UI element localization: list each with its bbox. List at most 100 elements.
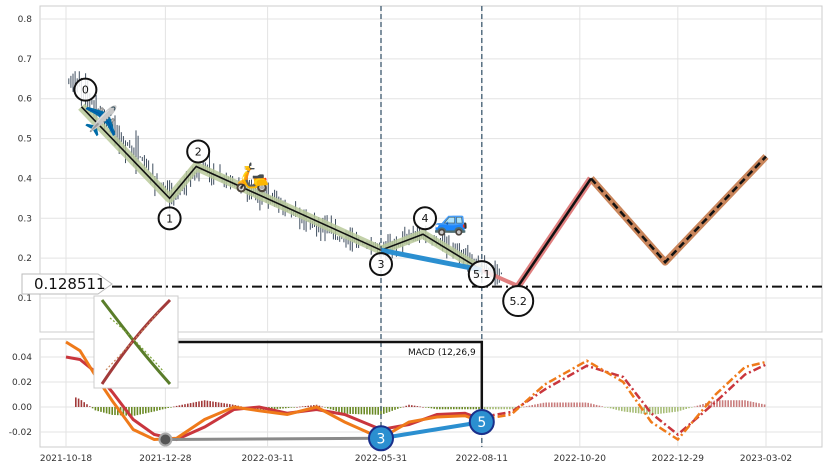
macd-histogram-bar [612, 407, 615, 410]
macd-histogram-bar [91, 407, 94, 409]
macd-histogram-bar [209, 401, 211, 407]
support-level-label: 0.128511 [34, 275, 106, 293]
projection-line-up [517, 177, 593, 287]
price-y-tick: 0.6 [18, 95, 33, 105]
macd-histogram-bar [469, 407, 472, 410]
macd-histogram-bar [329, 407, 332, 410]
macd-histogram-bar [567, 402, 570, 407]
macd-histogram-bar [525, 406, 528, 407]
macd-histogram-bar [545, 402, 547, 407]
wave-label-text: 2 [195, 145, 202, 158]
wave-label-circle [369, 252, 393, 277]
macd-histogram-bar [450, 407, 452, 410]
macd-histogram-bar [553, 402, 556, 407]
macd-histogram-bar [75, 397, 77, 407]
x-tick-label: 2021-12-28 [139, 454, 192, 464]
macd-histogram-bar [500, 407, 503, 410]
macd-histogram-bar [752, 402, 755, 407]
macd-histogram-bar [761, 403, 763, 407]
price-y-tick: 0.5 [18, 135, 32, 145]
macd-y-tick: 0.00 [12, 403, 32, 413]
macd-histogram-bar [436, 407, 438, 410]
macd-histogram-bar [635, 407, 637, 414]
macd-histogram-bar [646, 407, 648, 415]
macd-histogram-bar [413, 405, 416, 407]
macd-histogram-bar [391, 407, 393, 411]
macd-histogram-bar [201, 400, 203, 407]
wave-label-circle [467, 260, 496, 289]
macd-histogram-bar [189, 403, 192, 407]
macd-histogram-bar [660, 407, 662, 414]
macd-histogram-bar [117, 407, 119, 416]
macd-histogram-bar [136, 407, 139, 416]
macd-histogram-bar [615, 407, 617, 410]
macd-y-tick: -0.02 [9, 428, 32, 438]
macd-histogram-bar [461, 407, 463, 410]
macd-histogram-bar [444, 407, 447, 410]
macd-link-gray [165, 436, 382, 441]
macd-histogram-bar [531, 405, 533, 407]
macd-histogram-bar [464, 407, 466, 410]
macd-connector-line [178, 340, 484, 414]
macd-histogram-bar [231, 404, 234, 407]
macd-histogram-bar [618, 407, 620, 411]
wave-label-text: 5.1 [473, 268, 491, 281]
macd-histogram-bar [654, 407, 657, 415]
macd-histogram-bar [279, 407, 281, 409]
macd-histogram-bar [187, 403, 189, 407]
macd-histogram-bar [374, 407, 377, 415]
macd-histogram-bar [80, 400, 83, 407]
macd-histogram-bar [651, 407, 654, 415]
macd-histogram-bar [422, 407, 424, 408]
macd-histogram-bar [665, 407, 668, 413]
macd-histogram-bar [145, 407, 147, 414]
macd-histogram-bar [369, 407, 371, 415]
macd-histogram-bar [573, 402, 575, 407]
macd-histogram-bar [94, 407, 97, 411]
macd-histogram-bar [357, 407, 360, 415]
projection-line-dashed [590, 155, 767, 264]
macd-histogram-bar [282, 407, 284, 409]
macd-histogram-bar [226, 403, 228, 407]
macd-histogram-bar [581, 402, 584, 407]
macd-histogram-bar [86, 404, 88, 407]
macd-histogram-bar [559, 402, 561, 407]
emoji-marker: 🛵 [235, 160, 270, 193]
wave-label-text: 4 [422, 212, 429, 225]
macd-histogram-bar [206, 400, 209, 407]
macd-histogram-bar [542, 402, 545, 407]
macd-histogram-bar [299, 406, 301, 408]
macd-histogram-bar [198, 401, 200, 407]
wave-label-circle [413, 206, 437, 231]
macd-histogram-bar [727, 400, 729, 407]
price-y-tick: 0.1 [18, 294, 32, 304]
macd-histogram-bar [685, 407, 687, 409]
macd-histogram-bar [77, 398, 80, 407]
macd-histogram-bar [691, 407, 693, 408]
macd-histogram-bar [483, 407, 486, 410]
macd-histogram-bar [497, 407, 500, 410]
macd-histogram-bar [534, 404, 536, 407]
macd-histogram-bar [489, 407, 491, 410]
macd-histogram-bar [313, 405, 315, 407]
macd-histogram-bar [408, 404, 410, 407]
macd-histogram-bar [682, 407, 685, 410]
macd-histogram-bar [637, 407, 640, 414]
price-y-tick: 0.3 [18, 214, 32, 224]
macd-histogram-bar [411, 405, 413, 407]
macd-histogram-bar [475, 407, 477, 410]
macd-histogram-bar [724, 400, 727, 407]
macd-wave-marker [468, 409, 495, 435]
macd-histogram-bar [643, 407, 645, 415]
macd-histogram-bar [688, 407, 690, 409]
macd-histogram-bar [741, 400, 743, 407]
emoji-marker: 🚙 [434, 204, 469, 237]
x-tick-label: 2022-10-20 [554, 454, 607, 464]
macd-histogram-bar [738, 400, 741, 407]
macd-histogram-bar [601, 406, 603, 407]
macd-histogram-bar [730, 400, 732, 407]
wave-label-text: 0 [82, 84, 89, 97]
macd-histogram-bar [139, 407, 141, 415]
macd-histogram-bar [749, 401, 752, 407]
x-tick-label: 2022-05-31 [355, 454, 407, 464]
